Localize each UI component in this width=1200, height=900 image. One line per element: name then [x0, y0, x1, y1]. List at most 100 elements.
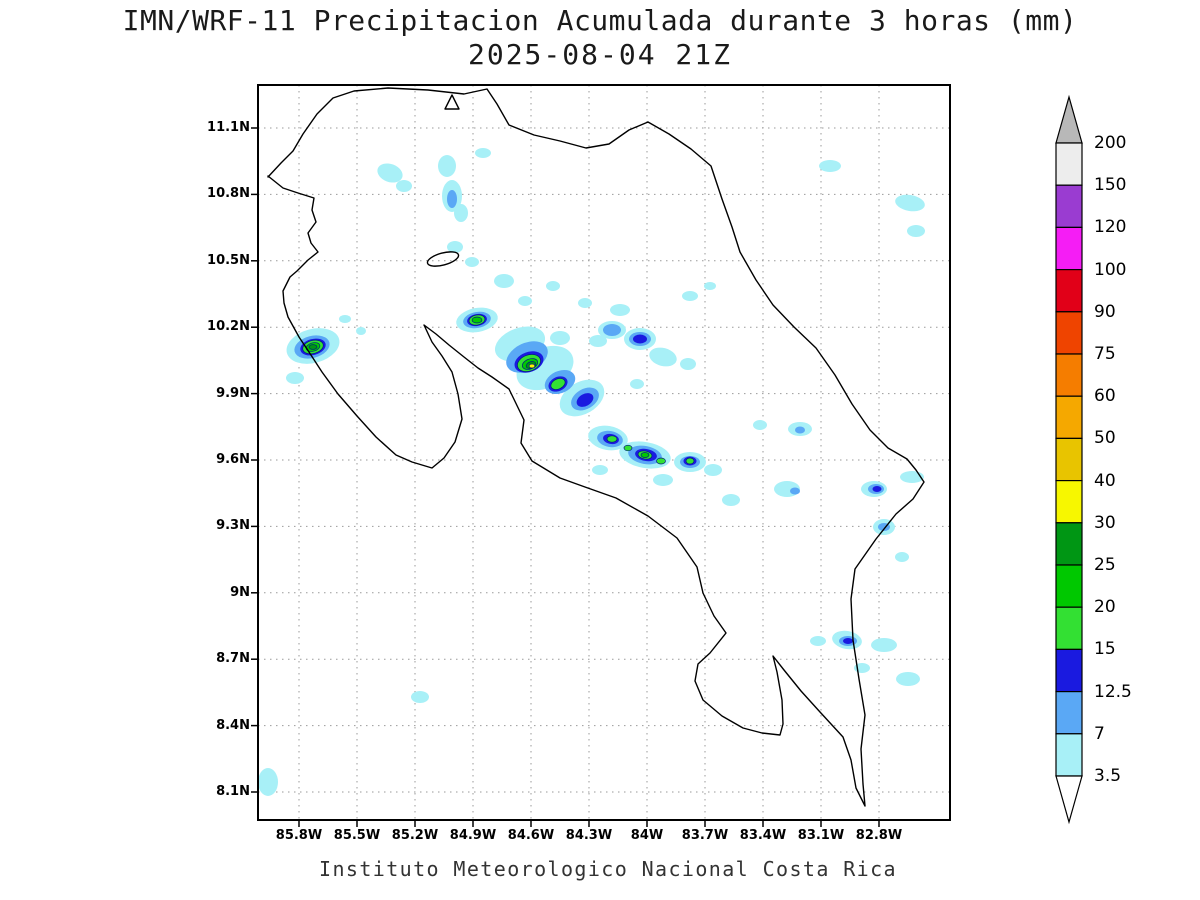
precip-cell-3.5mm	[356, 327, 366, 335]
lon-tick-label: 85.2W	[391, 828, 439, 843]
colorbar-segment-40-50	[1055, 437, 1083, 482]
colorbar-segment-60-75	[1055, 353, 1083, 397]
lon-tick-label: 85.5W	[333, 828, 381, 843]
colorbar-label: 12.5	[1094, 681, 1132, 702]
costa-rica-outline	[267, 87, 925, 807]
precip-cell-12.5mm	[576, 393, 594, 407]
figure-title: IMN/WRF-11 Precipitacion Acumulada duran…	[122, 4, 1078, 37]
colorbar-segment-90-100	[1055, 269, 1083, 313]
colorbar-segment-150-200	[1055, 142, 1083, 186]
lon-tick-label: 84W	[630, 828, 664, 843]
colorbar-label: 90	[1094, 301, 1116, 322]
precipitation-contours	[258, 148, 925, 796]
colorbar-segment-15-20	[1055, 606, 1083, 651]
axis-tick-marks	[251, 127, 880, 827]
precip-cell-3.5mm	[704, 464, 722, 476]
lat-tick-label: 9.3N	[216, 518, 250, 534]
colorbar-arrow-below-min	[1055, 775, 1083, 825]
precip-cell-12.5mm	[872, 486, 882, 492]
precip-cell-3.5mm	[753, 420, 767, 430]
precip-cell-3.5mm	[396, 180, 412, 192]
precip-cell-3.5mm	[518, 296, 532, 306]
precip-cell-15mm	[606, 435, 618, 443]
colorbar-segment-30-40	[1055, 480, 1083, 524]
precip-cell-3.5mm	[494, 274, 514, 288]
precip-cell-7mm	[603, 324, 621, 336]
precip-cell-12.5mm	[843, 638, 853, 644]
precip-cell-3.5mm	[589, 335, 607, 347]
precip-cell-15mm	[656, 457, 666, 465]
precip-cell-3.5mm	[339, 315, 351, 323]
colorbar-label: 20	[1094, 597, 1116, 618]
lat-tick-label: 10.5N	[207, 252, 250, 268]
precip-cell-3.5mm	[871, 638, 897, 652]
precip-cell-25mm	[308, 344, 318, 350]
figure-subtitle: 2025-08-04 21Z	[467, 38, 732, 71]
colorbar-arrow-above-max	[1055, 94, 1083, 144]
lat-tick-label: 10.2N	[207, 319, 250, 335]
precip-cell-3.5mm	[653, 474, 673, 486]
colorbar-label: 200	[1094, 133, 1127, 153]
precip-cell-3.5mm	[465, 257, 479, 267]
precip-cell-3.5mm	[896, 672, 920, 686]
colorbar-label: 7	[1094, 723, 1105, 744]
colorbar-segment-25-30	[1055, 522, 1083, 566]
lon-tick-label: 83.4W	[739, 828, 787, 843]
precip-cell-20mm	[471, 316, 483, 324]
colorbar-label: 15	[1094, 639, 1116, 660]
colorbar-segment-20-25	[1055, 564, 1083, 608]
lat-tick-label: 9.9N	[216, 385, 250, 401]
lon-tick-label: 82.8W	[855, 828, 903, 843]
precip-cell-3.5mm	[411, 691, 429, 703]
precip-cell-3.5mm	[546, 281, 560, 291]
lon-tick-label: 85.8W	[275, 828, 323, 843]
precip-cell-3.5mm	[810, 636, 826, 646]
precip-cell-3.5mm	[630, 379, 644, 389]
precip-cell-15mm	[623, 444, 633, 452]
lat-tick-label: 8.1N	[216, 784, 250, 799]
colorbar-label: 30	[1094, 512, 1116, 533]
colorbar-label: 75	[1094, 344, 1116, 364]
precip-cell-3.5mm	[649, 347, 677, 367]
precip-cell-3.5mm	[578, 298, 592, 308]
colorbar-label: 50	[1094, 428, 1116, 449]
lon-tick-label: 84.3W	[565, 828, 613, 843]
colorbar-segment-75-90	[1055, 311, 1083, 355]
map-frame	[257, 84, 951, 821]
precip-cell-20mm	[640, 452, 650, 458]
precip-cell-3.5mm	[454, 204, 468, 222]
precip-cell-3.5mm	[286, 372, 304, 384]
grid-lines	[258, 85, 950, 820]
lake-arenal-outline	[426, 251, 460, 267]
precip-cell-15mm	[685, 457, 695, 465]
lat-tick-label: 11.1N	[207, 120, 250, 135]
colorbar-label: 25	[1094, 555, 1116, 575]
island-triangle	[444, 94, 460, 110]
precip-cell-3.5mm	[447, 241, 463, 253]
lat-tick-label: 8.7N	[216, 651, 250, 667]
lat-tick-label: 9N	[230, 584, 250, 600]
colorbar-label: 120	[1094, 217, 1127, 238]
precip-cell-7mm	[790, 487, 800, 495]
precip-cell-3.5mm	[704, 282, 716, 290]
precip-cell-3.5mm	[680, 358, 696, 370]
colorbar-segment-50-60	[1055, 395, 1083, 440]
coastline	[267, 87, 925, 807]
precip-cell-3.5mm	[550, 331, 570, 345]
precip-cell-3.5mm	[682, 291, 698, 301]
colorbar-segment-12.5-15	[1055, 648, 1083, 693]
colorbar-label: 100	[1094, 259, 1127, 280]
precip-cell-7mm	[447, 190, 457, 208]
colorbar-segment-3.5-7	[1055, 733, 1083, 777]
precip-cell-3.5mm	[592, 465, 608, 475]
precip-cell-7mm	[795, 426, 805, 434]
title-block: IMN/WRF-11 Precipitacion Acumulada duran…	[0, 4, 1200, 72]
colorbar-segment-100-120	[1055, 226, 1083, 271]
precip-cell-3.5mm	[377, 163, 403, 183]
precip-cell-3.5mm	[819, 160, 841, 172]
precip-cell-3.5mm	[258, 768, 278, 796]
lon-tick-label: 84.6W	[507, 828, 555, 843]
precip-cell-3.5mm	[610, 304, 630, 316]
colorbar	[1055, 94, 1083, 825]
